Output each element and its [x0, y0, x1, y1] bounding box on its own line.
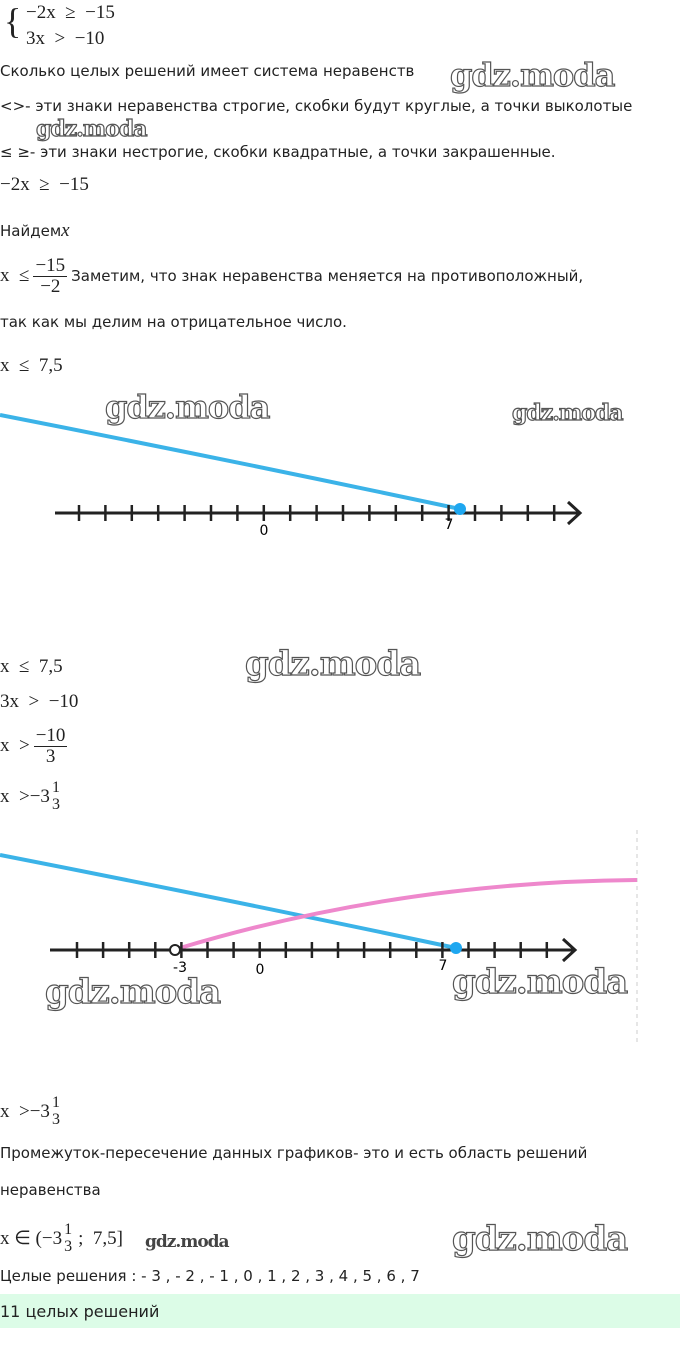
arrow — [566, 500, 583, 526]
arrow — [561, 937, 578, 963]
den: −2 — [40, 275, 61, 297]
answer: 11 целых решений — [0, 1302, 160, 1321]
point — [450, 942, 462, 954]
tick-label: 7 — [445, 517, 454, 533]
note: <>- эти знаки неравенства строгие, скобк… — [0, 97, 633, 115]
whole: −3 — [29, 1100, 50, 1122]
math: x > — [0, 785, 30, 807]
curve — [0, 413, 461, 511]
whole: −3 — [29, 785, 50, 807]
math: Найдем x — [0, 220, 70, 242]
math: x ≤ — [0, 265, 30, 287]
num: −15 — [33, 255, 68, 277]
curve — [0, 853, 457, 950]
num: 1 — [64, 1221, 73, 1238]
system-line: 3x > −10 — [26, 28, 105, 49]
tick-label: 0 — [256, 962, 265, 978]
text: так как мы делим на отрицательное число. — [0, 313, 347, 331]
watermark: gdz.moda — [451, 961, 628, 1002]
den: 3 — [51, 795, 60, 813]
text: Найдем — [0, 222, 62, 240]
open-point — [169, 944, 181, 956]
text: Заметим, что знак неравенства меняется н… — [71, 267, 584, 286]
text: неравенства — [0, 1181, 101, 1199]
math: x > — [0, 735, 30, 757]
den: 3 — [45, 745, 56, 767]
watermark: gdz.moda — [104, 387, 271, 426]
math: x ≤ −15 −2 Заметим, что знак неравенства ме… — [0, 256, 583, 297]
watermark: gdz.moda — [44, 971, 221, 1012]
math: x > −3 1 3 — [0, 1094, 66, 1129]
answer-box: 11 целых решений — [0, 1294, 680, 1328]
watermark: gdz.moda — [244, 643, 421, 684]
watermark: gdz.moda — [35, 115, 148, 142]
math: −2x ≥ −15 — [0, 174, 89, 195]
note: ≤ ≥- эти знаки нестрогие, скобки квадрат… — [0, 143, 556, 161]
watermark: gdz.moda — [451, 1218, 628, 1259]
math: x ∈ (−3 1 3; 7,5] — [0, 1221, 123, 1256]
text: Промежуток-пересечение данных графиков- … — [0, 1144, 588, 1162]
watermark: gdz.moda — [449, 55, 616, 94]
math: x > −10 3 — [0, 726, 71, 767]
num: −10 — [33, 725, 68, 747]
system-line: −2x ≥ −15 — [26, 2, 115, 23]
point — [454, 503, 466, 515]
tick-label: 7 — [439, 958, 448, 974]
watermark: gdz.moda — [511, 399, 624, 426]
question: Сколько целых решений имеет система нера… — [0, 62, 415, 80]
math: x ≤ 7,5 — [0, 355, 63, 376]
curve — [179, 878, 638, 950]
math: 3x > −10 — [0, 691, 79, 712]
den: 3 — [51, 1110, 60, 1128]
brace: { — [4, 1, 22, 41]
watermark: gdz.moda — [145, 1232, 230, 1252]
number-line: -3 0 7 — [0, 830, 638, 1045]
tick-label: -3 — [173, 960, 187, 976]
num: 1 — [51, 779, 60, 796]
fraction: −10 3 — [33, 725, 68, 767]
number-line: 0 7 — [0, 413, 583, 539]
fraction: −15 −2 — [33, 255, 68, 297]
math: ; 7,5] — [78, 1227, 123, 1249]
math: x > −3 1 3 — [0, 779, 66, 814]
tick-label: 0 — [260, 523, 269, 539]
num: 1 — [51, 1094, 60, 1111]
math: x > — [0, 1100, 30, 1122]
text: Целые решения : - 3 , - 2 , - 1 , 0 , 1 … — [0, 1267, 420, 1285]
math: x ∈ (−3 — [0, 1228, 63, 1250]
den: 3 — [64, 1237, 73, 1255]
var: x — [61, 220, 70, 241]
math: x ≤ 7,5 — [0, 656, 63, 677]
